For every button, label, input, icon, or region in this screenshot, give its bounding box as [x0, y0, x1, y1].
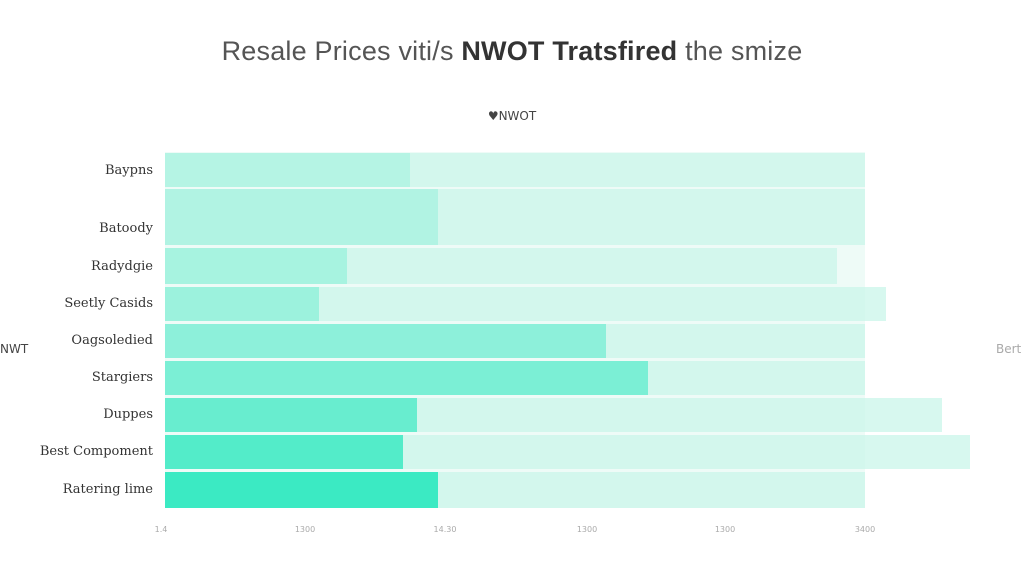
- bar-secondary-2: [165, 189, 865, 245]
- category-label-2: Batoody: [99, 221, 154, 236]
- chart-title: Resale Prices viti/s NWOT Tratsfired the…: [0, 36, 1024, 67]
- bar-nwot-5: [165, 324, 606, 358]
- bar-secondary-1: [165, 153, 865, 187]
- x-tick-label-4: 1300: [577, 525, 597, 534]
- bar-secondary-3: [165, 248, 837, 284]
- bar-nwot-2: [165, 189, 438, 245]
- legend-label: ♥NWOT: [487, 109, 537, 123]
- chart-title-part2: NWOT Tratsfired: [461, 36, 678, 66]
- category-label-9: Ratering lime: [63, 482, 154, 497]
- bar-nwot-8: [165, 435, 403, 469]
- category-label-1: Baypns: [105, 163, 153, 178]
- category-label-3: Radydgie: [91, 259, 153, 274]
- bar-nwot-9: [165, 472, 438, 508]
- chart-title-part1: Resale Prices viti/s: [221, 36, 462, 66]
- x-tick-label-3: 14.30: [434, 525, 457, 534]
- bar-nwot-6: [165, 361, 648, 395]
- bar-nwot-1: [165, 153, 410, 187]
- category-label-8: Best Compoment: [40, 444, 154, 459]
- y-axis-label-right: Bert: [996, 342, 1022, 356]
- category-label-7: Duppes: [103, 407, 153, 422]
- bar-nwot-3: [165, 248, 347, 284]
- bar-secondary-4: [165, 287, 886, 321]
- x-tick-label-6: 3400: [855, 525, 875, 534]
- chart-title-part3: the smize: [677, 36, 803, 66]
- x-tick-label-2: 1300: [295, 525, 315, 534]
- x-tick-label-5: 1300: [715, 525, 735, 534]
- category-label-6: Stargiers: [92, 370, 153, 385]
- bar-secondary-5: [165, 324, 865, 358]
- bar-nwot-7: [165, 398, 417, 432]
- y-axis-label-left: NWT: [0, 342, 29, 356]
- bar-nwot-4: [165, 287, 319, 321]
- category-label-5: Oagsoledied: [71, 333, 153, 348]
- category-label-4: Seetly Casids: [64, 296, 153, 311]
- x-tick-label-1: 1.4: [155, 525, 168, 534]
